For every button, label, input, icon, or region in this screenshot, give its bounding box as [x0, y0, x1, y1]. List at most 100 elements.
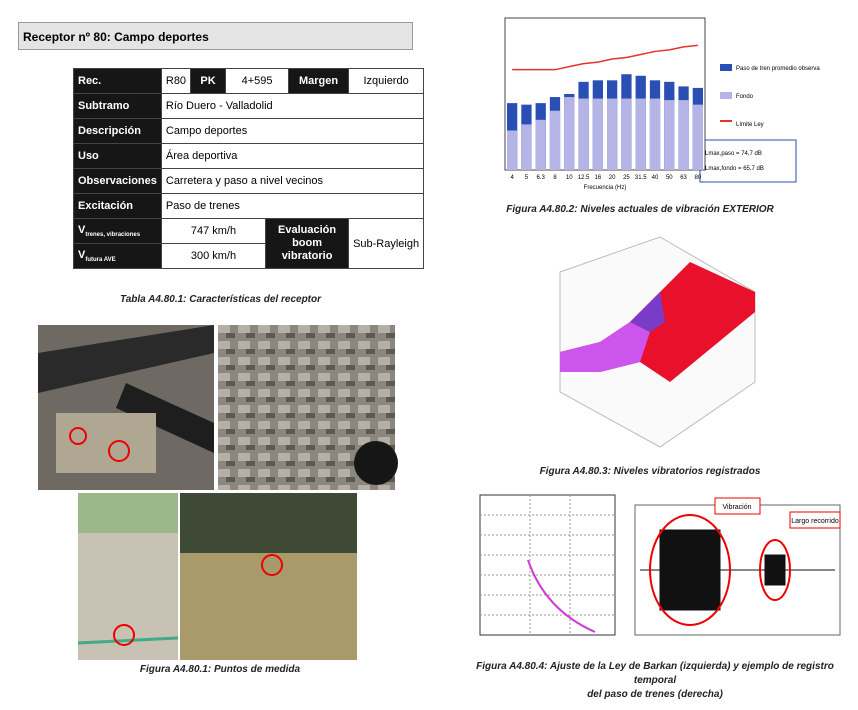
table-row: Rec. R80 PK 4+595 Margen Izquierdo	[73, 68, 425, 94]
v-label: V	[78, 223, 86, 236]
bar	[692, 104, 703, 170]
caption-line: Figura A4.80.4: Ajuste de la Ley de Bark…	[476, 661, 834, 686]
cell: Río Duero - Valladolid	[160, 93, 425, 119]
cell: Vfutura AVE	[73, 243, 162, 269]
cell: Descripción	[73, 118, 162, 144]
v-sub: futura AVE	[85, 257, 116, 264]
waveform	[640, 529, 835, 611]
bar	[678, 100, 689, 170]
highlight	[759, 539, 791, 601]
cell: Observaciones	[73, 168, 162, 194]
cell: Área deportiva	[160, 143, 425, 169]
barkan-curve	[527, 559, 596, 633]
x-tick-label: 8	[553, 175, 557, 181]
legend-label: Paso de tren promedio observado	[736, 66, 820, 72]
surface-mid	[630, 292, 665, 332]
x-tick-label: 63	[680, 175, 687, 181]
annotation: Lmax,fondo = 65,7 dB	[705, 166, 764, 172]
marker	[69, 427, 87, 445]
surface-low	[560, 322, 650, 372]
barkan-plot	[479, 494, 616, 636]
cell: Uso	[73, 143, 162, 169]
surface-plot	[559, 236, 756, 448]
cell: Excitación	[73, 193, 162, 219]
cell: PK	[190, 68, 227, 94]
figure-caption: Figura A4.80.3: Niveles vibratorios regi…	[539, 466, 761, 477]
legend-swatch	[720, 64, 732, 71]
plot-area	[504, 17, 706, 171]
x-tick-label: 4	[510, 175, 514, 181]
bar	[578, 98, 589, 170]
x-tick-label: 20	[609, 175, 616, 181]
sleeper	[116, 383, 214, 453]
x-tick-label: 10	[566, 175, 573, 181]
legend-label: Fondo	[736, 94, 754, 100]
barkan-grid	[480, 495, 615, 635]
cell: 747 km/h	[160, 218, 267, 244]
x-tick-label: 40	[652, 175, 659, 181]
figure-caption: Figura A4.80.4: Ajuste de la Ley de Bark…	[455, 660, 855, 702]
cell: 300 km/h	[160, 243, 267, 269]
trees	[180, 493, 357, 553]
x-tick-label: 50	[666, 175, 673, 181]
table-caption: Tabla A4.80.1: Características del recep…	[119, 294, 322, 305]
cell: Margen	[288, 68, 350, 94]
x-tick-label: 5	[525, 175, 529, 181]
label-box	[789, 511, 841, 529]
x-tick-label: 80	[695, 175, 702, 181]
bar	[592, 98, 603, 170]
bar	[549, 110, 561, 170]
marker	[108, 440, 130, 462]
figure-4: Vibración Largo recorrido	[479, 494, 841, 636]
x-axis-label: Frecuencia (Hz)	[584, 185, 627, 191]
highlight	[649, 514, 731, 626]
bag	[354, 441, 398, 485]
legend-swatch	[720, 92, 732, 99]
cell: Vtrenes, vibraciones	[73, 218, 162, 244]
field	[78, 493, 178, 533]
photos-caption: Figura A4.80.1: Puntos de medida	[139, 664, 301, 675]
annotation: Lmax,paso = 74,7 dB	[705, 151, 762, 157]
cell: Evaluación boom vibratorio	[265, 218, 350, 269]
bar	[621, 98, 632, 170]
cell: Sub-Rayleigh	[348, 218, 425, 269]
bar-chart: Lmax,paso = 74,7 dB Lmax,fondo = 65,7 dB…	[504, 17, 820, 191]
marker	[113, 624, 135, 646]
photos	[38, 325, 398, 660]
bar	[635, 98, 646, 170]
ballast	[56, 413, 156, 473]
cell: Paso de trenes	[160, 193, 425, 219]
bar	[507, 130, 518, 170]
v-label: V	[78, 248, 86, 261]
cell: Izquierdo	[348, 68, 425, 94]
x-tick-label: 31.5	[635, 175, 647, 181]
x-tick-label: 25	[623, 175, 630, 181]
receptor-header: Receptor nº 80: Campo deportes	[18, 22, 413, 50]
cell: Campo deportes	[160, 118, 425, 144]
line	[512, 44, 698, 71]
edge	[77, 636, 179, 645]
x-tick-label: 12.5	[578, 175, 590, 181]
cell: R80	[160, 68, 192, 94]
x-tick-label: 16	[595, 175, 602, 181]
bar	[607, 98, 618, 170]
bar	[535, 119, 546, 170]
label: Vibración	[722, 504, 751, 511]
bar	[564, 97, 575, 170]
cell: 4+595	[225, 68, 290, 94]
legend-swatch	[720, 120, 732, 122]
bar	[664, 100, 675, 170]
cell: Carretera y paso a nivel vecinos	[160, 168, 425, 194]
label: Largo recorrido	[791, 518, 839, 525]
caption-line: del paso de trenes (derecha)	[587, 689, 723, 700]
x-tick-label: 6.3	[537, 175, 546, 181]
bar	[649, 98, 661, 170]
label-box	[714, 497, 761, 515]
annotation-box	[699, 139, 797, 183]
figure-caption: Figura A4.80.2: Niveles actuales de vibr…	[506, 204, 774, 215]
cell: Rec.	[73, 68, 162, 94]
bar	[521, 124, 532, 170]
cell: Subtramo	[73, 93, 162, 119]
marker	[261, 554, 283, 576]
